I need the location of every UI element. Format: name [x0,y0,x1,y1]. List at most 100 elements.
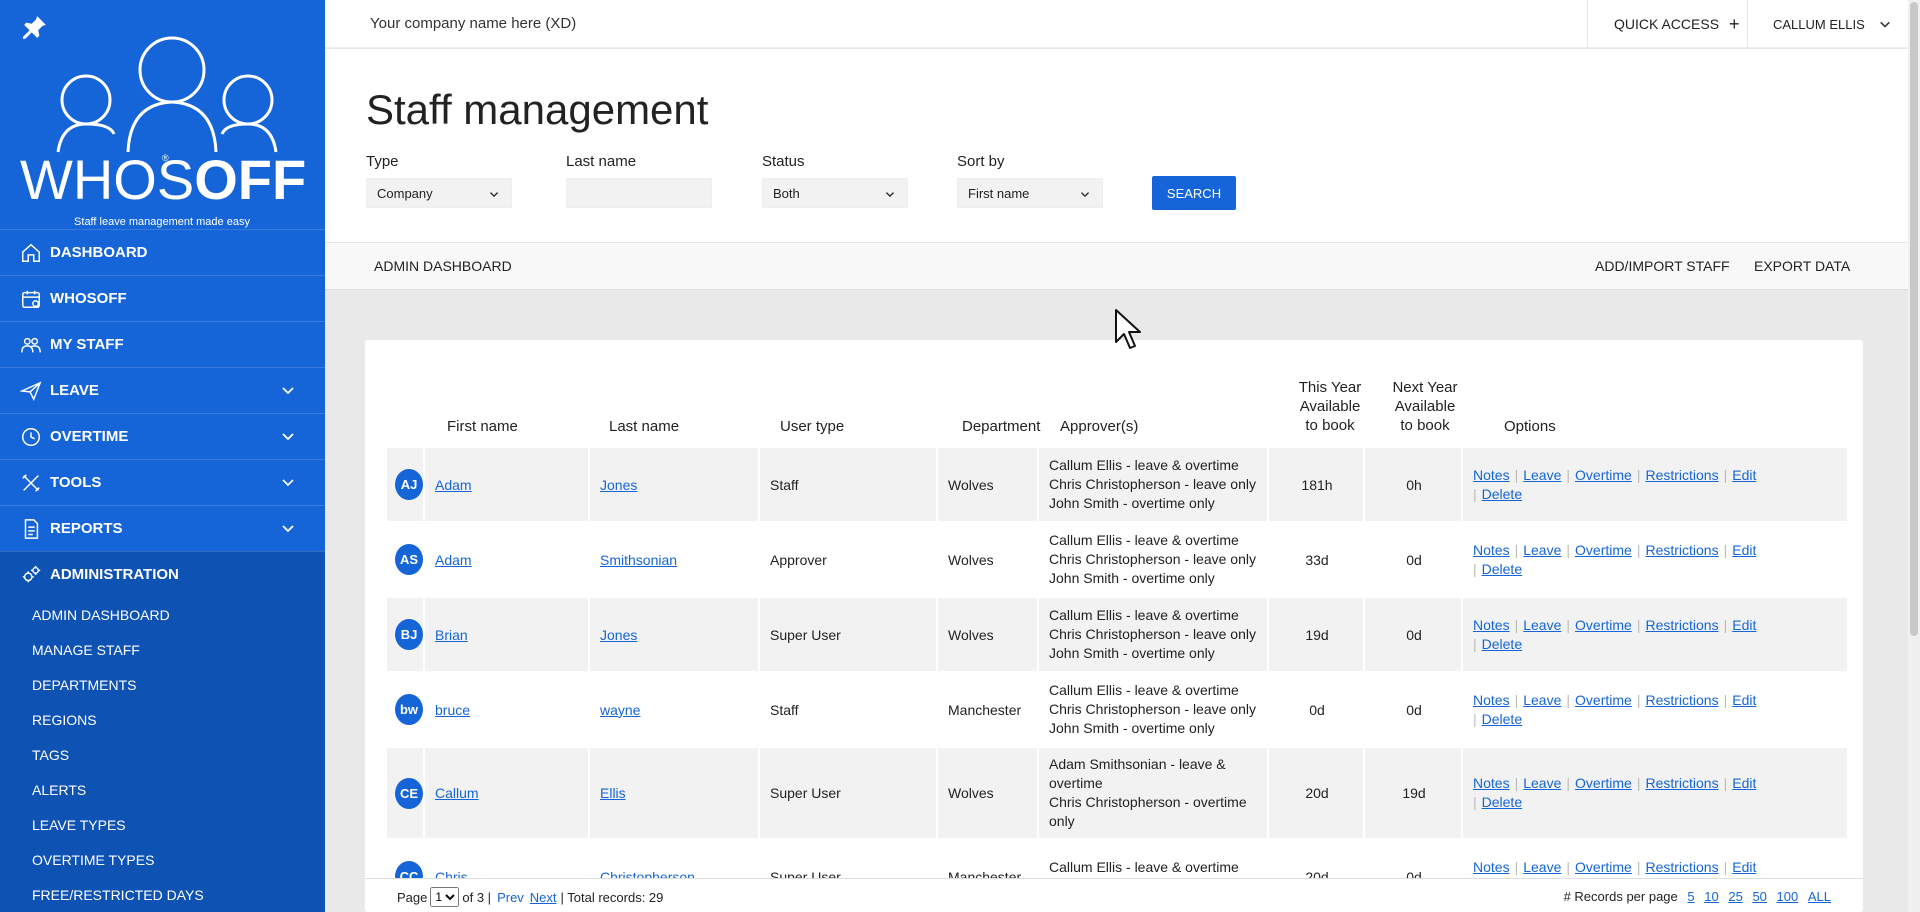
edit-link[interactable]: Edit [1732,775,1757,791]
quick-access-button[interactable]: QUICK ACCESS + [1587,0,1747,48]
leave-link[interactable]: Leave [1523,541,1562,558]
delete-link[interactable]: Delete [1481,485,1523,502]
row-options: Notes|Leave|Overtime|Restrictions|Edit|D… [1465,774,1756,812]
leave-link[interactable]: Leave [1523,466,1562,483]
cell-last: Jones [592,598,760,671]
last-name-link[interactable]: Jones [600,476,638,493]
edit-link[interactable]: Edit [1732,858,1757,875]
add-import-staff-link[interactable]: ADD/IMPORT STAFF [1595,258,1730,274]
per-page-100[interactable]: 100 [1776,889,1799,904]
leave-link[interactable]: Leave [1523,691,1562,708]
last-name-link[interactable]: Ellis [600,785,626,801]
sidebar-item-whosoff[interactable]: WHOSOFF [0,275,325,321]
restrictions-link[interactable]: Restrictions [1645,691,1719,708]
options-line: Notes | Leave | Overtime | Restrictions | Edit [1473,691,1756,710]
subnav-item-free-restricted-days[interactable]: FREE/RESTRICTED DAYS [32,886,204,903]
user-menu[interactable]: CALLUM ELLIS [1747,0,1908,48]
page-scrollbar[interactable] [1908,0,1920,912]
cell-first: bruce [427,673,590,746]
table-header: First name Last name User type Departmen… [387,379,1847,442]
first-name-link[interactable]: Adam [435,551,472,568]
status-select[interactable]: Both [762,178,908,208]
notes-link[interactable]: Notes [1473,466,1510,483]
per-page-25[interactable]: 25 [1728,889,1743,904]
sidebar-item-my-staff[interactable]: MY STAFF [0,321,325,367]
subnav-item-leave-types[interactable]: LEAVE TYPES [32,816,126,833]
scrollbar-thumb[interactable] [1910,2,1918,636]
cell-last: Jones [592,448,760,521]
edit-link[interactable]: Edit [1732,466,1757,483]
sidebar-item-label: REPORTS [50,520,123,537]
sidebar-nav: DASHBOARD WHOSOFF MY STAFF LEAVE OVERTIM… [0,229,325,912]
notes-link[interactable]: Notes [1473,775,1510,791]
overtime-link[interactable]: Overtime [1575,775,1632,791]
overtime-link[interactable]: Overtime [1575,691,1632,708]
department: Wolves [948,551,994,568]
edit-link[interactable]: Edit [1732,541,1757,558]
type-select[interactable]: Company [366,178,512,208]
subnav-item-tags[interactable]: TAGS [32,746,70,763]
notes-link[interactable]: Notes [1473,691,1510,708]
delete-link[interactable]: Delete [1481,560,1523,577]
first-name-link[interactable]: Brian [435,626,468,643]
sidebar-item-overtime[interactable]: OVERTIME [0,413,325,459]
subnav-item-overtime-types[interactable]: OVERTIME TYPES [32,851,155,868]
edit-link[interactable]: Edit [1732,691,1757,708]
sidebar-item-reports[interactable]: REPORTS [0,505,325,551]
export-data-link[interactable]: EXPORT DATA [1754,258,1851,274]
last-name-input[interactable] [566,178,712,208]
cell-dept: Wolves [940,598,1039,671]
next-link[interactable]: Next [529,889,557,905]
pin-icon[interactable] [22,14,48,40]
overtime-link[interactable]: Overtime [1575,541,1632,558]
first-name-link[interactable]: bruce [435,701,471,718]
delete-link[interactable]: Delete [1481,710,1523,727]
overtime-link[interactable]: Overtime [1575,466,1632,483]
sidebar-item-tools[interactable]: TOOLS [0,459,325,505]
per-page-all[interactable]: ALL [1807,889,1831,904]
cell-type: Super User [762,748,938,838]
sort-by-select[interactable]: First name [957,178,1103,208]
prev-link[interactable]: Prev [497,889,524,905]
restrictions-link[interactable]: Restrictions [1645,775,1719,791]
options-line: |Delete [1473,485,1756,504]
search-button[interactable]: SEARCH [1152,176,1236,210]
options-line: Notes | Leave | Overtime | Restrictions | Edit [1473,774,1756,793]
last-name-link[interactable]: Jones [600,626,638,643]
logo-wordmark: WHOSOFF ® [20,152,306,208]
leave-link[interactable]: Leave [1523,775,1562,791]
per-page-50[interactable]: 50 [1752,889,1767,904]
per-page-10[interactable]: 10 [1704,889,1719,904]
first-name-link[interactable]: Adam [435,476,472,493]
first-name-link[interactable]: Callum [435,785,479,801]
subnav-item-manage-staff[interactable]: MANAGE STAFF [32,641,140,658]
subnav-item-regions[interactable]: REGIONS [32,711,97,728]
restrictions-link[interactable]: Restrictions [1645,858,1719,875]
last-name-link[interactable]: wayne [600,701,641,718]
sidebar-item-dashboard[interactable]: DASHBOARD [0,229,325,275]
delete-link[interactable]: Delete [1481,794,1523,810]
approver-line: Callum Ellis - leave & overtime [1049,607,1239,623]
leave-link[interactable]: Leave [1523,616,1562,633]
restrictions-link[interactable]: Restrictions [1645,466,1719,483]
overtime-link[interactable]: Overtime [1575,616,1632,633]
subnav-item-alerts[interactable]: ALERTS [32,781,87,798]
sidebar-item-administration[interactable]: ADMINISTRATION [0,551,325,597]
notes-link[interactable]: Notes [1473,616,1510,633]
notes-link[interactable]: Notes [1473,541,1510,558]
restrictions-link[interactable]: Restrictions [1645,616,1719,633]
admin-dashboard-link[interactable]: ADMIN DASHBOARD [374,258,512,274]
delete-link[interactable]: Delete [1481,635,1523,652]
last-name-link[interactable]: Smithsonian [600,551,678,568]
subnav-item-admin-dashboard[interactable]: ADMIN DASHBOARD [32,606,170,623]
restrictions-link[interactable]: Restrictions [1645,541,1719,558]
per-page-5[interactable]: 5 [1687,889,1695,904]
cell-approvers: Callum Ellis - leave & overtime Chris Chr… [1041,598,1269,671]
notes-link[interactable]: Notes [1473,858,1510,875]
subnav-item-departments[interactable]: DEPARTMENTS [32,676,137,693]
edit-link[interactable]: Edit [1732,616,1757,633]
overtime-link[interactable]: Overtime [1575,858,1632,875]
page-select[interactable]: 1 [430,887,460,907]
leave-link[interactable]: Leave [1523,858,1562,875]
sidebar-item-leave[interactable]: LEAVE [0,367,325,413]
